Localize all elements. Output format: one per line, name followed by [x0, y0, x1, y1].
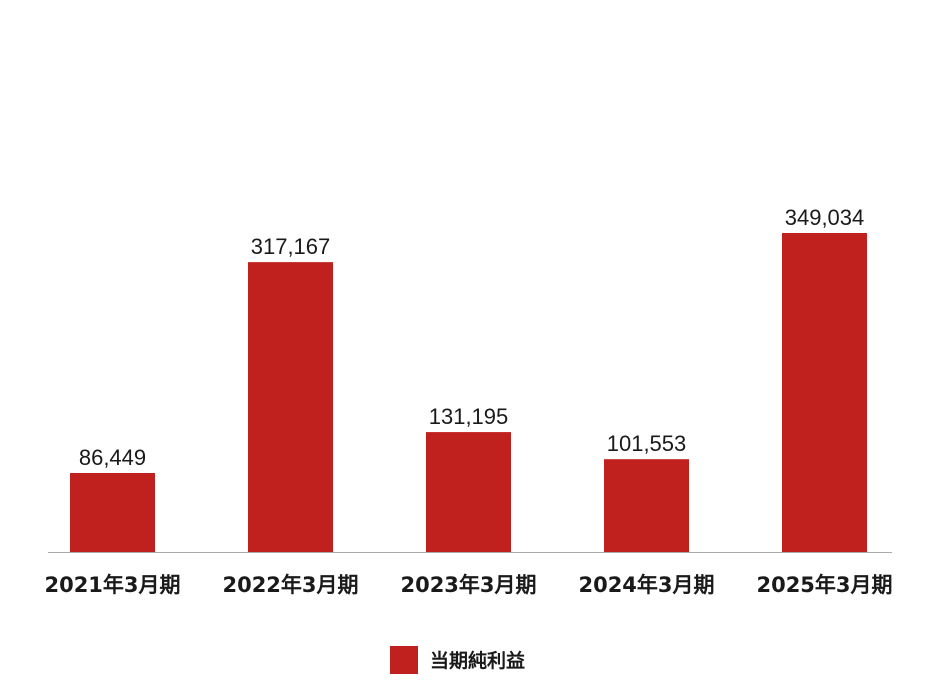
data-label: 101,553 — [607, 431, 687, 456]
x-tick-label: 2025年3月期 — [756, 573, 892, 597]
legend-swatch — [390, 646, 418, 674]
data-label: 317,167 — [251, 234, 331, 259]
x-tick-label: 2024年3月期 — [578, 573, 714, 597]
legend-label: 当期純利益 — [430, 649, 525, 672]
legend: 当期純利益 — [390, 646, 525, 674]
bar — [426, 432, 511, 552]
value-labels-group: 86,449 317,167 131,195 101,553 349,034 — [79, 205, 864, 470]
bar — [782, 233, 867, 552]
x-tick-label: 2023年3月期 — [400, 573, 536, 597]
x-tick-label: 2021年3月期 — [44, 573, 180, 597]
bar — [604, 459, 689, 552]
bars-group — [70, 233, 867, 552]
category-labels-group: 2021年3月期 2022年3月期 2023年3月期 2024年3月期 2025年3月期 — [44, 573, 892, 597]
bar — [70, 472, 155, 552]
data-label: 86,449 — [79, 445, 146, 470]
data-label: 349,034 — [785, 205, 865, 230]
x-tick-label: 2022年3月期 — [222, 573, 358, 597]
bar — [248, 262, 333, 552]
data-label: 131,195 — [429, 404, 509, 429]
